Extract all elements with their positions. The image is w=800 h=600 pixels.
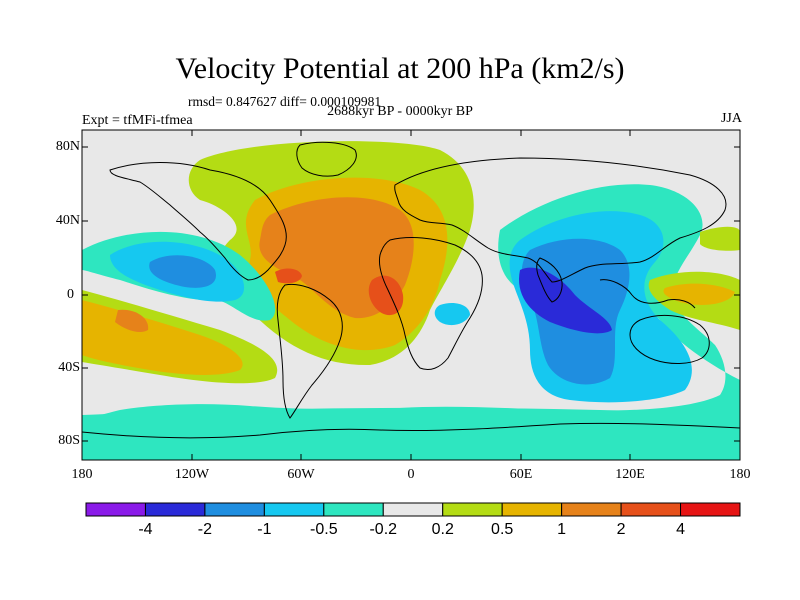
experiment-label: Expt = tfMFi-tfmea xyxy=(82,113,193,128)
colorbar-label: -4 xyxy=(138,521,153,538)
coast-southeast-asia xyxy=(599,279,696,309)
coast-south-america xyxy=(276,283,343,419)
map-field xyxy=(82,130,740,460)
lon-label-60w: 60W xyxy=(287,467,315,482)
lat-label-80s: 80S xyxy=(58,433,80,448)
lon-label-60e: 60E xyxy=(509,467,533,482)
colorbar-label: 2 xyxy=(616,521,626,538)
colorbar-label: 0.2 xyxy=(431,521,454,538)
coast-north-america xyxy=(109,162,287,281)
colorbar xyxy=(85,502,741,517)
colorbar-label: 1 xyxy=(557,521,567,538)
positive-core-caribbean xyxy=(275,268,302,284)
lat-label-80n: 80N xyxy=(55,139,80,154)
season-label: JJA xyxy=(720,111,742,126)
lat-label-40s: 40S xyxy=(58,360,80,375)
positive-region-north-pacific xyxy=(700,226,740,251)
colorbar-box-7 xyxy=(501,502,563,517)
lon-label-180w: 180 xyxy=(71,467,93,482)
colorbar-box-4 xyxy=(323,502,384,517)
lat-label-0: 0 xyxy=(67,287,74,302)
negative-core-east-pacific xyxy=(149,255,216,288)
colorbar-box-0 xyxy=(85,502,146,517)
colorbar-box-8 xyxy=(561,502,622,517)
colorbar-box-9 xyxy=(620,502,682,517)
colorbar-label: -2 xyxy=(197,521,213,538)
coastlines xyxy=(82,141,740,439)
coast-india xyxy=(536,257,563,303)
lat-label-40n: 40N xyxy=(55,213,80,228)
coast-greenland xyxy=(296,141,357,177)
lon-label-120w: 120W xyxy=(174,467,210,482)
colorbar-label: -0.2 xyxy=(369,521,398,538)
colorbar-label: 0.5 xyxy=(491,521,514,538)
lat-ticks xyxy=(82,146,740,442)
coast-europe-asia xyxy=(394,157,727,283)
lon-label-180e: 180 xyxy=(729,467,751,482)
colorbar-label: -1 xyxy=(257,521,272,538)
negative-core-strongest xyxy=(519,267,612,334)
stats-text: rmsd= 0.847627 diff= 0.000109981 xyxy=(188,94,382,109)
coast-australia xyxy=(629,315,710,364)
coast-antarctica xyxy=(82,422,740,439)
positive-core-west-pacific xyxy=(663,283,735,305)
colorbar-box-2 xyxy=(204,502,265,517)
coast-africa xyxy=(379,237,483,371)
positive-core-south-pacific xyxy=(115,309,149,333)
positive-region-southwest-atlantic xyxy=(434,303,470,326)
colorbar-box-1 xyxy=(144,502,206,517)
antarctic-band xyxy=(82,407,740,460)
colorbar-box-5 xyxy=(382,502,444,517)
period-text: 2688kyr BP - 0000kyr BP xyxy=(327,104,473,119)
lon-label-120e: 120E xyxy=(615,467,645,482)
colorbar-box-3 xyxy=(263,502,325,517)
colorbar-label: 4 xyxy=(676,521,685,538)
lon-label-0: 0 xyxy=(407,467,415,482)
colorbar-box-10 xyxy=(680,502,741,517)
colorbar-box-6 xyxy=(442,502,503,517)
colorbar-label: -0.5 xyxy=(310,521,338,538)
chart-title: Velocity Potential at 200 hPa (km2/s) xyxy=(175,52,625,85)
lon-ticks xyxy=(81,130,741,460)
